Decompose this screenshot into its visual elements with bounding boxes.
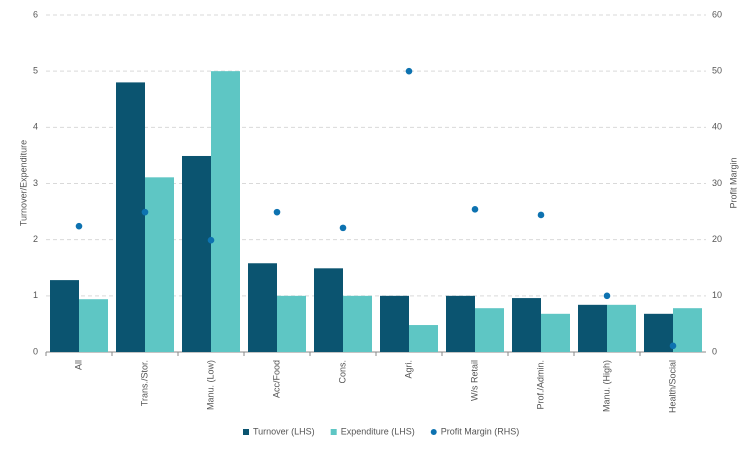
- bar: [409, 325, 438, 352]
- legend-label: Profit Margin (RHS): [441, 426, 520, 436]
- y-axis-title: Turnover/Expenditure: [18, 140, 28, 226]
- y2-tick-label: 0: [712, 346, 717, 356]
- y-tick-label: 2: [33, 234, 38, 244]
- x-tick-label: Prof./Admin.: [535, 360, 545, 410]
- bar: [644, 313, 673, 352]
- y2-tick-label: 40: [712, 122, 722, 132]
- y2-tick-label: 50: [712, 66, 722, 76]
- x-tick-label: All: [73, 360, 83, 370]
- profit-dot: [207, 236, 215, 244]
- bar: [673, 308, 702, 352]
- bar: [446, 295, 475, 352]
- legend-label: Expenditure (LHS): [341, 426, 415, 436]
- bar: [277, 295, 306, 352]
- bar: [607, 304, 636, 352]
- legend-label: Turnover (LHS): [253, 426, 315, 436]
- profit-dot: [141, 208, 149, 216]
- bar: [578, 304, 607, 352]
- profit-dot: [75, 222, 83, 230]
- y-tick-label: 6: [33, 9, 38, 19]
- y-tick-label: 1: [33, 290, 38, 300]
- bar: [145, 177, 174, 352]
- legend-marker: [330, 429, 337, 435]
- profit-dot: [471, 206, 479, 213]
- x-tick-label: Manu. (High): [601, 360, 611, 412]
- bar: [343, 295, 372, 352]
- x-tick-label: Manu. (Low): [205, 360, 215, 410]
- y-tick-label: 0: [33, 346, 38, 356]
- y2-tick-label: 20: [712, 234, 722, 244]
- x-tick-label: Health/Social: [667, 360, 677, 413]
- bar: [380, 295, 409, 352]
- bar: [541, 313, 570, 352]
- x-tick-label: Cons.: [337, 360, 347, 384]
- bar: [248, 263, 277, 352]
- profit-dot: [669, 342, 677, 350]
- y2-tick-label: 10: [712, 290, 722, 300]
- bar: [512, 298, 541, 352]
- bar: [211, 71, 240, 353]
- legend-marker: [243, 429, 249, 435]
- y2-tick-label: 30: [712, 178, 722, 188]
- y-tick-label: 4: [33, 122, 38, 132]
- y-tick-label: 5: [33, 66, 38, 76]
- profit-dot: [339, 224, 347, 232]
- x-tick-label: W/s Retail: [469, 360, 479, 401]
- profit-dot: [405, 67, 413, 75]
- bar: [79, 299, 108, 352]
- profit-dot: [603, 292, 611, 300]
- bar: [475, 308, 504, 352]
- profit-dot: [273, 208, 281, 216]
- y2-axis-title: Profit Margin: [728, 157, 738, 208]
- bar: [314, 268, 343, 352]
- profit-dot: [537, 211, 545, 219]
- y2-tick-label: 60: [712, 9, 722, 19]
- y-tick-label: 3: [33, 178, 38, 188]
- x-tick-label: Agri.: [403, 360, 413, 379]
- x-tick-label: Acc/Food: [271, 360, 281, 398]
- bar: [116, 82, 145, 353]
- x-tick-label: Trans./Stor.: [139, 360, 149, 406]
- bar: [50, 280, 79, 352]
- bar: [182, 155, 211, 352]
- legend-marker: [430, 429, 437, 435]
